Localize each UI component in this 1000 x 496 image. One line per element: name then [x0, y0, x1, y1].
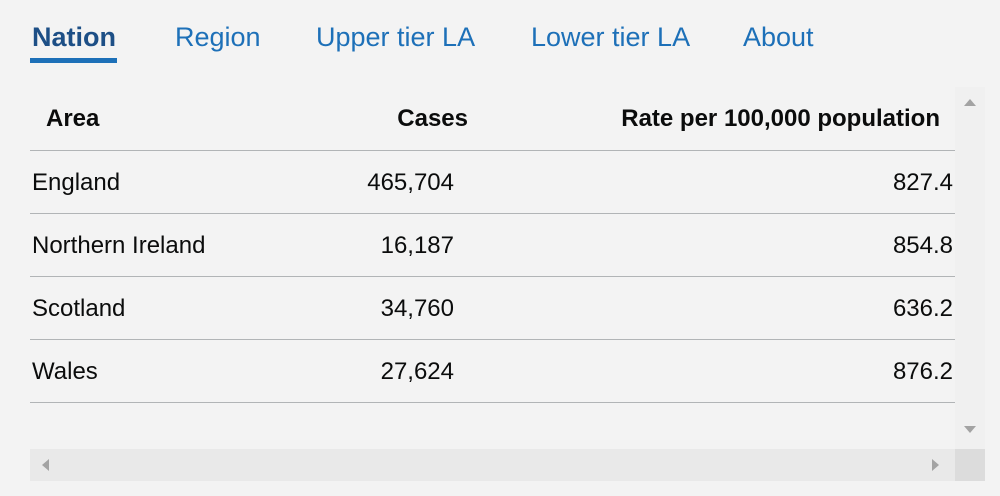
scroll-up-icon[interactable] [964, 99, 976, 106]
data-table: Area Cases Rate per 100,000 population E… [30, 87, 956, 449]
table-header-row: Area Cases Rate per 100,000 population [30, 87, 956, 151]
scrollbar-corner [955, 449, 985, 481]
column-header-rate[interactable]: Rate per 100,000 population [621, 105, 940, 132]
scroll-down-icon[interactable] [964, 426, 976, 433]
column-header-cases[interactable]: Cases [397, 105, 468, 132]
horizontal-scrollbar[interactable] [30, 449, 955, 481]
active-tab-indicator [30, 58, 117, 63]
cell-rate: 636.2 [892, 295, 953, 322]
tab-bar: Nation Region Upper tier LA Lower tier L… [30, 0, 970, 70]
cell-cases: 27,624 [380, 358, 454, 385]
cell-area: Wales [32, 358, 98, 385]
table-row: Wales 27,624 876.2 [30, 340, 956, 403]
scroll-left-icon[interactable] [42, 459, 49, 471]
table-row: Northern Ireland 16,187 854.8 [30, 214, 956, 277]
vertical-scroll-thumb[interactable] [955, 87, 985, 449]
cell-cases: 16,187 [380, 232, 454, 259]
cell-cases: 465,704 [367, 169, 454, 196]
cell-area: Scotland [32, 295, 126, 322]
tab-lower-tier-la[interactable]: Lower tier LA [531, 22, 691, 52]
cell-rate: 876.2 [892, 358, 953, 385]
table-row: Scotland 34,760 636.2 [30, 277, 956, 340]
cell-cases: 34,760 [380, 295, 454, 322]
tab-nation[interactable]: Nation [32, 22, 116, 52]
column-header-area[interactable]: Area [46, 105, 100, 132]
tab-upper-tier-la[interactable]: Upper tier LA [316, 22, 476, 52]
tab-region[interactable]: Region [175, 22, 261, 52]
tab-about[interactable]: About [743, 22, 814, 52]
table-row: England 465,704 827.4 [30, 151, 956, 214]
cell-area: England [32, 169, 121, 196]
scroll-right-icon[interactable] [932, 459, 939, 471]
cell-rate: 827.4 [892, 169, 953, 196]
cell-rate: 854.8 [892, 232, 953, 259]
vertical-scrollbar[interactable] [955, 87, 985, 449]
cell-area: Northern Ireland [32, 232, 206, 259]
